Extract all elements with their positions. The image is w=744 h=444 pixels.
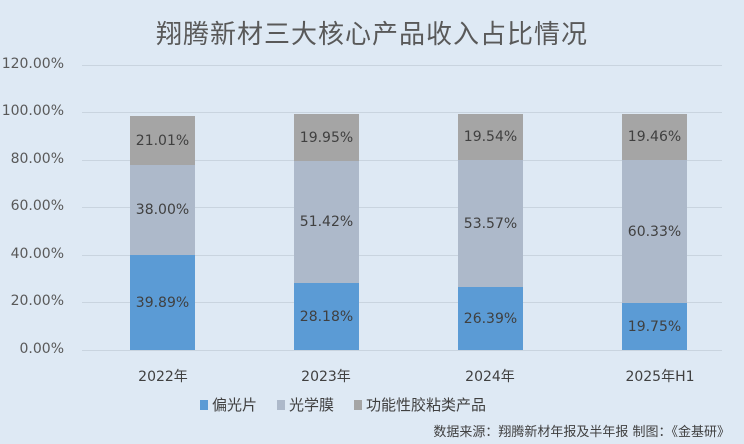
segment-adhesive: 21.01% (130, 116, 195, 165)
gridline (82, 65, 722, 66)
data-label: 19.95% (299, 129, 354, 146)
legend-swatch-icon (200, 399, 208, 410)
segment-optical-film: 51.42% (294, 161, 359, 283)
segment-polarizer: 19.75% (622, 303, 687, 350)
data-label: 53.57% (463, 215, 518, 232)
bar-2022: 39.89% 38.00% 21.01% (130, 116, 195, 350)
source-note: 数据来源：翔腾新材年报及半年报 制图：《金基研》 (433, 425, 730, 440)
legend-item-polarizer[interactable]: 偏光片 (200, 394, 257, 415)
legend-label: 偏光片 (212, 396, 258, 414)
data-label: 39.89% (135, 294, 190, 311)
data-label: 26.39% (463, 310, 518, 327)
bar-2024: 26.39% 53.57% 19.54% (458, 114, 523, 350)
y-tick: 20.00% (10, 293, 64, 309)
y-tick: 40.00% (10, 246, 64, 262)
data-label: 19.75% (627, 318, 682, 335)
legend-swatch-icon (277, 399, 286, 410)
gridline (82, 207, 722, 208)
gridline (82, 160, 722, 161)
data-label: 38.00% (135, 202, 190, 218)
legend-item-optical-film[interactable]: 光学膜 (277, 394, 334, 415)
axis-baseline (82, 350, 722, 351)
data-label: 19.46% (627, 129, 682, 145)
data-label: 19.54% (463, 129, 518, 145)
segment-polarizer: 28.18% (294, 283, 359, 350)
data-label: 60.33% (627, 223, 682, 240)
data-label: 28.18% (299, 308, 354, 325)
data-label: 21.01% (135, 132, 190, 149)
segment-polarizer: 39.89% (130, 255, 195, 350)
segment-adhesive: 19.54% (458, 114, 523, 160)
segment-optical-film: 60.33% (622, 160, 687, 303)
segment-adhesive: 19.95% (294, 114, 359, 161)
x-tick: 2022年 (138, 369, 188, 385)
gridline (82, 255, 722, 256)
segment-adhesive: 19.46% (622, 114, 687, 160)
legend-swatch-icon (354, 399, 363, 410)
segment-optical-film: 53.57% (458, 160, 523, 287)
segment-optical-film: 38.00% (130, 165, 195, 255)
chart-title: 翔腾新材三大核心产品收入占比情况 (155, 20, 588, 50)
legend-label: 光学膜 (289, 396, 335, 414)
x-tick: 2023年 (301, 369, 351, 385)
segment-polarizer: 26.39% (458, 287, 523, 350)
bar-2023: 28.18% 51.42% 19.95% (294, 114, 359, 350)
y-tick: 80.00% (10, 151, 64, 167)
gridline (82, 112, 722, 113)
y-tick: 0.00% (19, 341, 64, 357)
y-tick: 100.00% (1, 103, 64, 119)
y-tick: 60.00% (10, 198, 64, 214)
legend: 偏光片 光学膜 功能性胶粘类产品 (200, 394, 486, 415)
data-label: 51.42% (299, 214, 354, 230)
gridline (82, 302, 722, 303)
y-tick: 120.00% (1, 56, 64, 72)
x-tick: 2025年H1 (625, 369, 695, 385)
bar-2025h1: 19.75% 60.33% 19.46% (622, 114, 687, 350)
legend-label: 功能性胶粘类产品 (366, 396, 487, 414)
legend-item-adhesive[interactable]: 功能性胶粘类产品 (354, 394, 486, 415)
x-tick: 2024年 (465, 369, 515, 385)
